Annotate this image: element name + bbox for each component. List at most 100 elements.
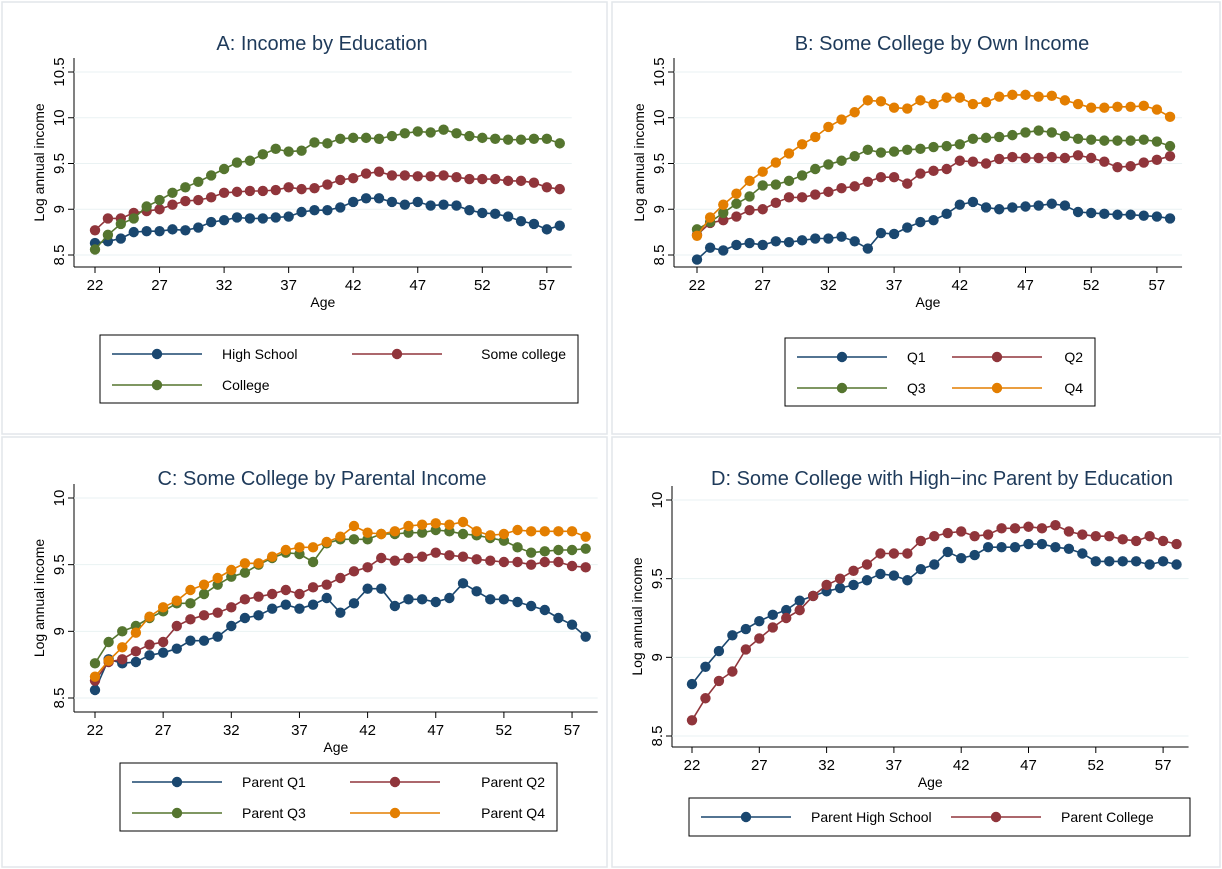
series-marker (704, 212, 716, 223)
series-marker (541, 224, 553, 235)
series-marker (283, 182, 294, 193)
panel: C: Some College by Parental Income 8.5 9 9.… (1, 436, 608, 868)
legend-marker (171, 807, 183, 819)
series-marker (335, 133, 346, 144)
series-marker (360, 168, 372, 179)
series-marker (691, 230, 703, 241)
series-marker (1009, 542, 1021, 553)
series-marker (566, 544, 578, 556)
series-marker (834, 573, 846, 584)
series-marker (1033, 152, 1044, 164)
series-marker (1072, 206, 1084, 218)
series-marker (296, 206, 307, 218)
series-marker (554, 183, 565, 195)
series-marker (376, 528, 387, 540)
series-marker (954, 155, 965, 166)
series-marker (167, 224, 178, 235)
series-marker (928, 141, 939, 153)
y-tick-label: 8.5 (51, 245, 68, 266)
series-marker (321, 579, 332, 590)
series-marker (580, 562, 591, 573)
series-marker (954, 199, 965, 210)
series-marker (1009, 523, 1021, 534)
series-marker (425, 127, 436, 138)
series-marker (498, 528, 510, 540)
x-axis-label: Age (916, 294, 941, 310)
series-marker (130, 646, 142, 657)
series-marker (141, 226, 152, 237)
y-tick-label: 10 (51, 490, 68, 507)
series-marker (128, 226, 139, 238)
series-marker (1086, 207, 1097, 219)
series-marker (464, 130, 475, 142)
series-marker (528, 177, 540, 188)
series-marker (942, 527, 953, 539)
x-tick-label: 52 (496, 722, 513, 739)
x-tick-label: 27 (754, 277, 771, 294)
series-marker (512, 542, 523, 553)
series-marker (757, 166, 768, 177)
series-marker (1007, 89, 1018, 101)
series-marker (744, 191, 755, 202)
series-marker (335, 174, 346, 186)
series-marker (849, 150, 860, 162)
series-marker (154, 204, 165, 215)
legend-marker (151, 348, 163, 360)
x-tick-label: 37 (886, 277, 903, 294)
series-marker (1059, 95, 1071, 106)
series-marker (783, 236, 795, 248)
series-marker (823, 186, 834, 198)
series-marker (849, 236, 860, 247)
legend-marker (391, 348, 403, 360)
series-marker (438, 170, 449, 181)
series-marker (403, 520, 414, 532)
series-marker (498, 594, 510, 605)
x-tick-label: 32 (223, 722, 240, 739)
series-marker (464, 204, 475, 216)
series-marker (525, 526, 537, 537)
x-tick-label: 52 (474, 277, 491, 294)
series-marker (1077, 548, 1088, 559)
series-marker (205, 192, 217, 203)
series-marker (902, 222, 913, 233)
y-tick-label: 9.5 (51, 554, 68, 575)
series-marker (117, 626, 128, 637)
series-marker (980, 96, 992, 108)
series-marker (1117, 556, 1128, 567)
series-marker (1125, 101, 1136, 112)
series-marker (928, 165, 939, 177)
series-marker (1086, 152, 1097, 164)
series-marker (1086, 134, 1097, 145)
series-marker (212, 572, 223, 584)
series-marker (1036, 523, 1048, 534)
y-axis-label: Log annual income (31, 539, 47, 658)
y-tick-label: 10 (51, 109, 68, 126)
series-marker (157, 602, 169, 613)
y-axis-label: Log annual income (31, 103, 47, 222)
series-marker (416, 519, 428, 530)
series-marker (810, 233, 821, 244)
series-marker (757, 180, 768, 191)
series-marker (1099, 135, 1110, 146)
series-marker (451, 172, 462, 183)
y-tick-label: 10.5 (51, 57, 68, 86)
series-marker (270, 212, 281, 223)
series-marker (1046, 151, 1057, 163)
x-tick-label: 22 (684, 757, 701, 774)
series-marker (1164, 150, 1176, 162)
legend-label: Parent Q1 (242, 774, 306, 790)
series-marker (515, 175, 527, 187)
series-marker (967, 156, 979, 167)
series-marker (198, 588, 210, 600)
series-marker (941, 92, 952, 103)
legend-box (119, 762, 558, 832)
series-marker (102, 213, 114, 224)
series-marker (185, 584, 196, 596)
series-marker (783, 192, 795, 203)
legend-marker (389, 807, 401, 819)
x-tick-label: 42 (345, 277, 362, 294)
series-marker (834, 582, 846, 594)
series-marker (512, 556, 523, 568)
series-marker (862, 176, 874, 187)
series-marker (1125, 135, 1136, 146)
